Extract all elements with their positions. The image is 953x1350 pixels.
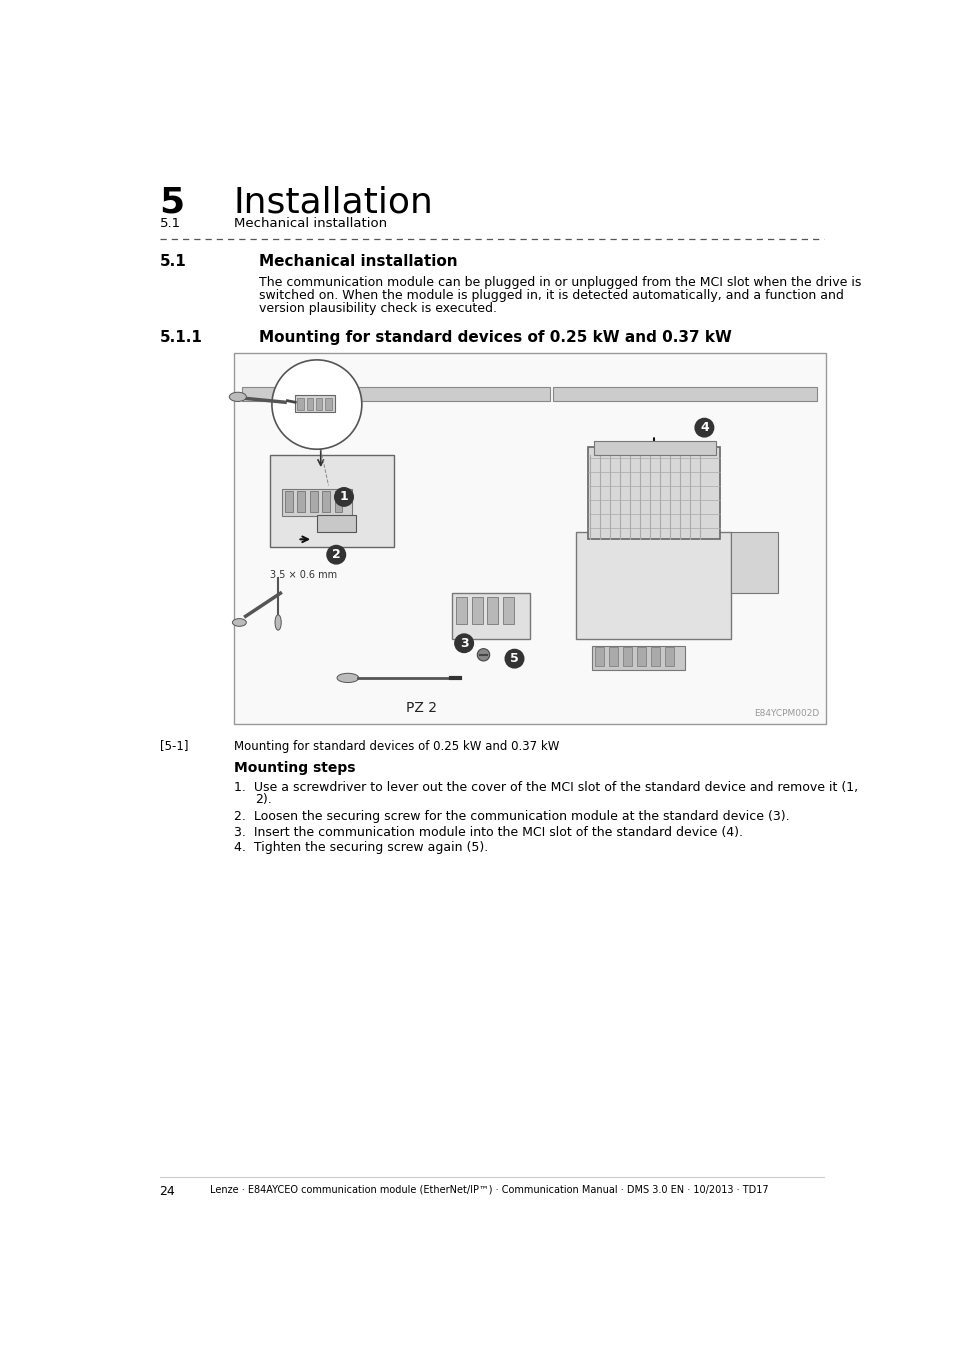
Bar [294,396,335,412]
Bar [595,647,604,667]
Text: Mounting for standard devices of 0.25 kW and 0.37 kW: Mounting for standard devices of 0.25 kW… [233,740,558,752]
Circle shape [455,634,473,652]
Ellipse shape [336,674,358,683]
Bar [502,597,513,624]
Bar [285,491,293,513]
Text: 3: 3 [459,637,468,649]
Text: 3.  Insert the communication module into the MCI slot of the standard device (4): 3. Insert the communication module into … [233,826,742,838]
Text: [5-1]: [5-1] [159,740,188,752]
Text: 2.  Loosen the securing screw for the communication module at the standard devic: 2. Loosen the securing screw for the com… [233,810,789,824]
Bar [731,532,778,593]
Bar [592,645,684,670]
Bar [307,398,313,410]
Bar [472,597,482,624]
Text: 5.1.1: 5.1.1 [159,329,202,344]
Bar [587,447,720,539]
Text: 3.5 × 0.6 mm: 3.5 × 0.6 mm [270,570,337,580]
Bar [315,398,322,410]
Bar [608,647,618,667]
Bar [325,398,332,410]
Bar [664,647,674,667]
Bar [456,597,467,624]
Text: E84YCPM002D: E84YCPM002D [754,709,819,718]
Bar [241,387,549,401]
Text: 4.  Tighten the securing screw again (5).: 4. Tighten the securing screw again (5). [233,841,488,855]
Text: Mechanical installation: Mechanical installation [233,217,387,231]
Text: Mechanical installation: Mechanical installation [258,254,456,270]
Text: 5.1: 5.1 [159,217,180,231]
Text: version plausibility check is executed.: version plausibility check is executed. [258,302,497,315]
Bar [316,514,355,532]
Text: 5: 5 [510,652,518,666]
Bar [650,647,659,667]
Bar [637,647,645,667]
Text: The communication module can be plugged in or unplugged from the MCI slot when t: The communication module can be plugged … [258,275,861,289]
Bar [282,489,352,516]
Bar [297,491,305,513]
Bar [310,491,317,513]
Bar [553,387,816,401]
Text: Installation: Installation [233,185,434,219]
Circle shape [695,418,713,437]
Text: 1: 1 [339,490,348,504]
Text: Lenze · E84AYCEO communication module (EtherNet/IP™) · Communication Manual · DM: Lenze · E84AYCEO communication module (E… [210,1184,767,1195]
Text: 5: 5 [159,185,185,219]
Ellipse shape [274,614,281,630]
Bar [297,398,303,410]
Text: PZ 2: PZ 2 [406,701,436,716]
Bar [270,455,394,547]
Circle shape [272,360,361,450]
Text: Mounting for standard devices of 0.25 kW and 0.37 kW: Mounting for standard devices of 0.25 kW… [258,329,731,344]
Bar [335,491,342,513]
Text: 2).: 2). [254,794,272,806]
Text: 4: 4 [700,421,708,435]
Bar [487,597,497,624]
Bar [622,647,632,667]
Text: Mounting steps: Mounting steps [233,761,355,775]
Circle shape [335,487,353,506]
Text: switched on. When the module is plugged in, it is detected automatically, and a : switched on. When the module is plugged … [258,289,842,302]
Bar [593,440,716,455]
Bar [233,352,825,724]
Bar [576,532,731,640]
Text: 24: 24 [159,1184,175,1197]
Bar [322,491,330,513]
Text: 1.  Use a screwdriver to lever out the cover of the MCI slot of the standard dev: 1. Use a screwdriver to lever out the co… [233,782,857,794]
Text: 2: 2 [332,548,340,562]
Ellipse shape [229,393,246,401]
Circle shape [505,649,523,668]
Bar [452,593,530,640]
Circle shape [476,648,489,662]
Text: 5.1: 5.1 [159,254,186,270]
Ellipse shape [233,618,246,626]
Circle shape [327,545,345,564]
